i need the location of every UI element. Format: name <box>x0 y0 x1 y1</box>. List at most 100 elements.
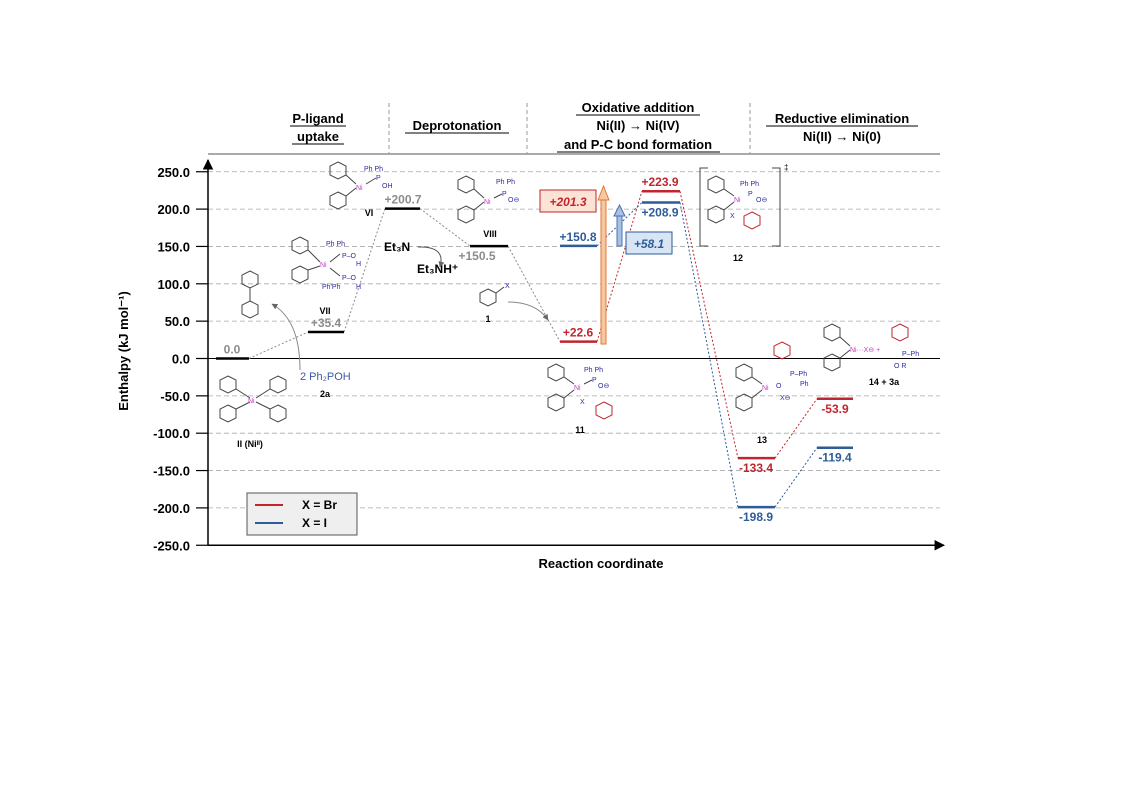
connector <box>248 331 309 359</box>
svg-text:Ni: Ni <box>320 262 327 269</box>
complex-VIII-structure: Ni Ph Ph P O⊖ <box>457 175 519 224</box>
connector <box>774 398 818 459</box>
y-tick-label: 100.0 <box>157 277 190 292</box>
barrier-arrow-i <box>616 213 623 247</box>
svg-text:O⊖: O⊖ <box>756 197 767 204</box>
level-14-br-label: -53.9 <box>821 402 849 416</box>
compound-label-14-3a: 14 + 3a <box>869 377 900 387</box>
compound-label-VII: VII <box>319 306 330 316</box>
svg-text:Ni···X⊖ +: Ni···X⊖ + <box>850 347 880 354</box>
y-tick-label: -50.0 <box>160 389 190 404</box>
complex-VII-structure: Ni Ph Ph P–O P–O H H Ph'Ph <box>291 236 361 291</box>
legend-label-br: X = Br <box>302 498 337 512</box>
svg-text:X⊖: X⊖ <box>780 395 791 402</box>
compound-label-12: 12 <box>733 253 743 263</box>
section-oxidative-line1: Oxidative addition <box>582 100 695 115</box>
y-tick-label: -250.0 <box>153 538 190 553</box>
svg-text:P: P <box>376 175 381 182</box>
connector <box>679 202 739 508</box>
connector <box>343 208 386 333</box>
level-13-br-label: -133.4 <box>739 461 773 475</box>
level-12-br-label: +223.9 <box>641 175 678 189</box>
level-VIII-label: +150.5 <box>458 249 495 263</box>
ts-double-dagger: ‡ <box>784 163 788 172</box>
reagents: Et₃N Et₃NH⁺ 2 Ph₂POH <box>271 240 549 383</box>
y-tick-label: -100.0 <box>153 426 190 441</box>
barrier-label-i: +58.1 <box>634 237 665 251</box>
section-reductive-line2: Ni(II) → Ni(0) <box>803 129 881 144</box>
compound-labels: II (Niᴵᴵ) 2a VII VI VIII 1 11 12 13 14 +… <box>237 208 900 449</box>
svg-text:Ni: Ni <box>762 385 769 392</box>
complex-VI-structure: Ni Ph Ph P OH <box>329 161 393 210</box>
svg-text:P: P <box>748 191 753 198</box>
svg-text:Ph Ph: Ph Ph <box>584 367 603 374</box>
barrier-box-i <box>625 231 673 255</box>
level-12-i-label: +208.9 <box>641 205 678 219</box>
compound-label-1: 1 <box>485 314 490 324</box>
svg-text:Ph Ph: Ph Ph <box>364 166 383 173</box>
svg-text:Ni: Ni <box>574 385 581 392</box>
complex-II-structure: Ni <box>219 375 287 423</box>
y-tick-label: -150.0 <box>153 464 190 479</box>
svg-text:P–Ph: P–Ph <box>902 351 919 358</box>
barrier-box-br <box>539 189 597 213</box>
aryl-halide-arrow <box>507 301 549 321</box>
connector <box>507 245 561 342</box>
svg-text:P–Ph: P–Ph <box>790 371 807 378</box>
aryl-halide-structure: X <box>479 283 510 307</box>
level-VIII-I-label: +150.8 <box>559 230 596 244</box>
svg-text:X: X <box>505 283 510 290</box>
deprotonation-arrow <box>417 246 445 268</box>
section-oxidative-line2: Ni(II) → Ni(IV) <box>596 118 679 133</box>
y-tick-label: 0.0 <box>172 352 190 367</box>
level-14-i-label: -119.4 <box>818 451 852 465</box>
section-headers: P-ligand uptake Deprotonation Oxidative … <box>208 100 940 155</box>
ligand-uptake-arrow <box>271 303 301 371</box>
complex-11-structure: Ni Ph Ph P O⊖ X <box>547 363 613 420</box>
svg-text:Ph Ph: Ph Ph <box>496 179 515 186</box>
y-tick-label: 50.0 <box>165 314 190 329</box>
compound-label-13: 13 <box>757 435 767 445</box>
svg-text:Ni: Ni <box>734 197 741 204</box>
svg-text:Ni: Ni <box>356 185 363 192</box>
svg-text:OH: OH <box>382 183 393 190</box>
svg-text:Ph Ph: Ph Ph <box>740 181 759 188</box>
svg-text:Ni: Ni <box>248 398 255 405</box>
svg-text:Ph: Ph <box>800 381 809 388</box>
compound-label-11: 11 <box>575 425 585 435</box>
reagent-et3n: Et₃N <box>384 240 410 254</box>
legend: X = Br X = I <box>246 492 358 536</box>
connector <box>419 208 471 247</box>
svg-text:O R: O R <box>894 363 906 370</box>
y-tick-label: 150.0 <box>157 239 190 254</box>
y-axis-label: Enthalpy (kJ mol⁻¹) <box>116 291 131 411</box>
level-II-label: 0.0 <box>224 343 241 357</box>
svg-text:P: P <box>502 191 507 198</box>
energy-labels: 0.0+35.4+200.7+150.5+150.8+22.6+223.9+20… <box>224 175 852 524</box>
compound-label-VI: VI <box>365 208 374 218</box>
gridlines <box>208 171 940 509</box>
svg-text:X: X <box>580 399 585 406</box>
svg-text:O⊖: O⊖ <box>508 197 519 204</box>
svg-text:O: O <box>776 383 782 390</box>
barrier-arrows: +201.3 +58.1 <box>539 184 673 345</box>
svg-text:X: X <box>730 213 735 220</box>
level-11-br-label: +22.6 <box>563 326 594 340</box>
svg-text:P–O: P–O <box>342 275 357 282</box>
products-14-3a-structure: Ni···X⊖ + P–Ph O R <box>823 323 919 372</box>
svg-text:O⊖: O⊖ <box>598 383 609 390</box>
legend-box <box>246 492 358 536</box>
svg-text:H: H <box>356 261 361 268</box>
molecule-sketches: Ni Ni Ph Ph P–O P–O H H Ph'Ph Ni Ph P <box>219 161 919 423</box>
energy-levels <box>216 189 853 509</box>
reagent-ph2poh: 2 Ph₂POH <box>300 371 351 383</box>
svg-text:H: H <box>356 284 361 291</box>
ts-12-structure: ‡ Ni Ph Ph P O⊖ X <box>699 163 788 247</box>
section-p-ligand-line2: uptake <box>297 129 339 144</box>
barrier-label-br: +201.3 <box>549 195 586 209</box>
connector <box>596 202 643 247</box>
level-13-i-label: -198.9 <box>739 510 773 524</box>
svg-text:Ph Ph: Ph Ph <box>326 241 345 248</box>
